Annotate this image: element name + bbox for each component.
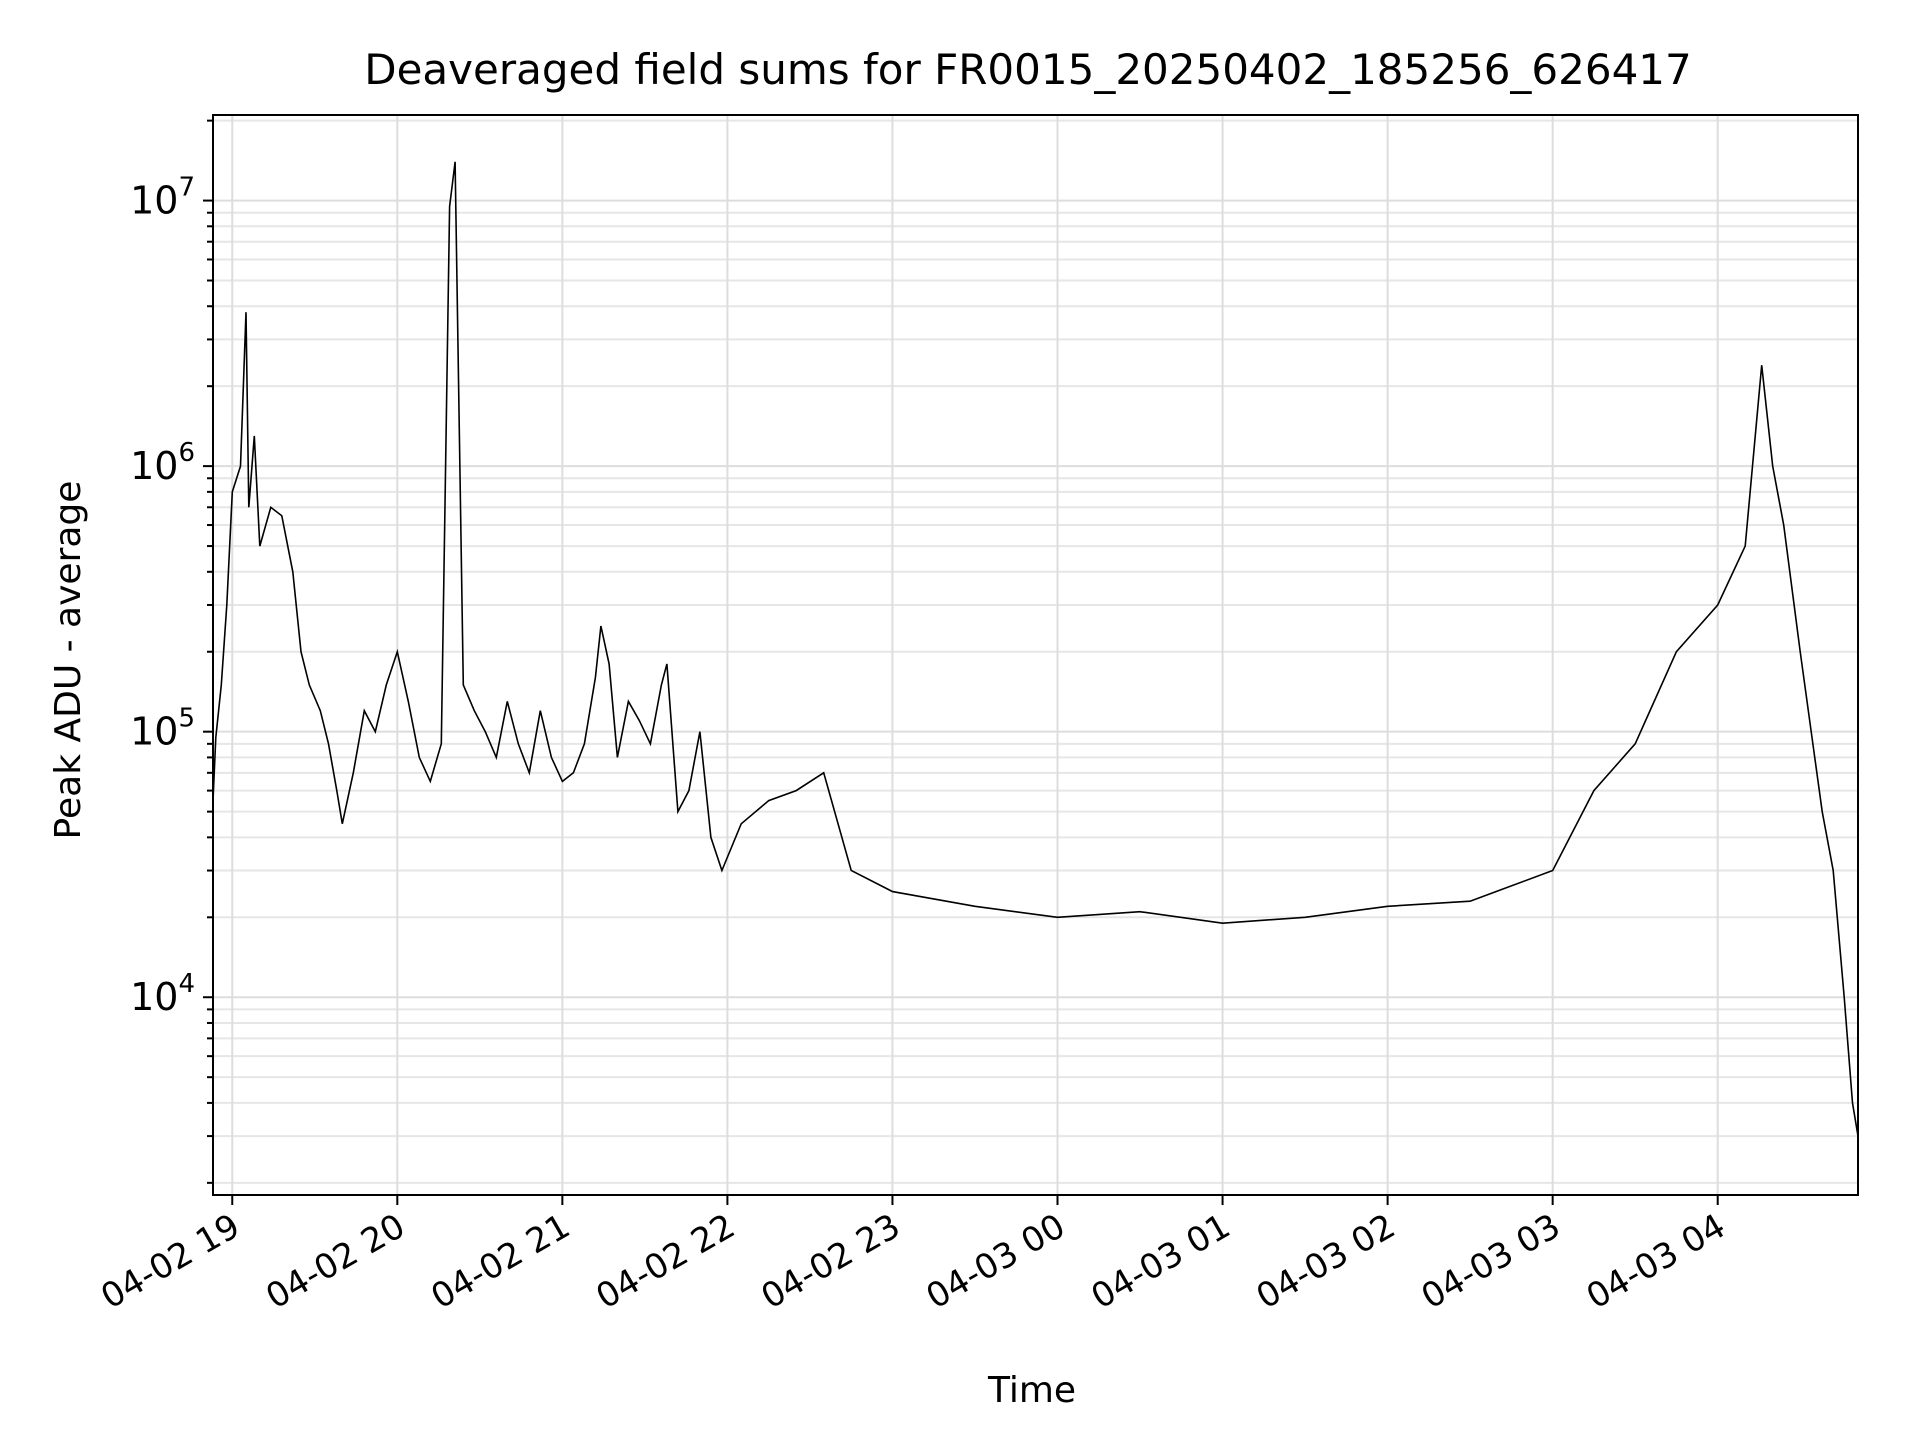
y-axis: 104 105 106 107: [130, 119, 213, 1184]
y-tick-label: 105: [130, 704, 195, 754]
x-axis-label: Time: [987, 1370, 1076, 1411]
major-gridlines: [213, 115, 1858, 1195]
series-line: [212, 161, 1859, 1137]
y-axis-label: Peak ADU - average: [48, 481, 89, 840]
series-layer: [212, 161, 1859, 1137]
minor-gridlines: [213, 119, 1858, 1184]
y-tick-label: 106: [130, 438, 195, 488]
y-tick-label: 104: [130, 969, 195, 1019]
plot-frame: [212, 114, 1859, 1196]
chart-title: Deaveraged field sums for FR0015_2025040…: [364, 45, 1692, 94]
y-tick-label: 107: [130, 173, 195, 223]
